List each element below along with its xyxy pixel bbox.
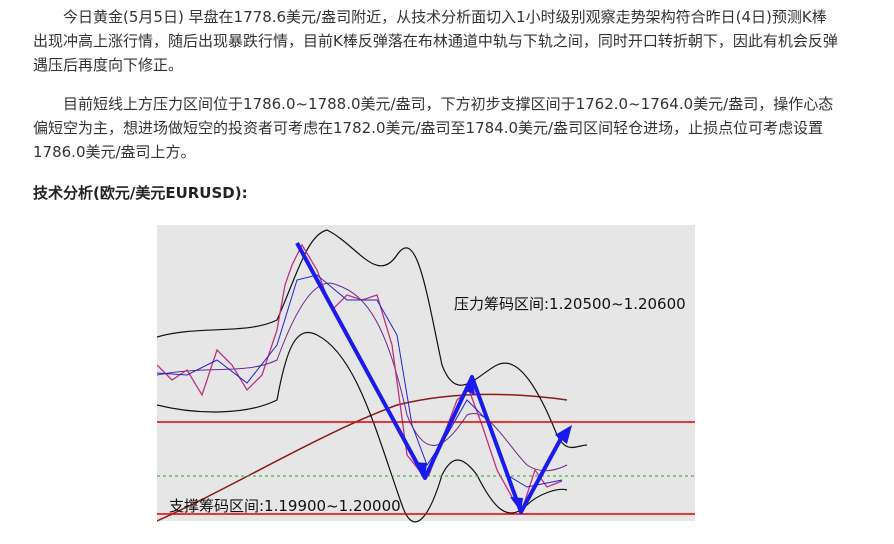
- paragraph: 今日黄金(5月5日) 早盘在1778.6美元/盎司附近，从技术分析面切入1小时级…: [33, 8, 838, 74]
- price-axis: [695, 225, 713, 533]
- arrowhead: [464, 377, 475, 395]
- section-heading: 技术分析(欧元/美元EURUSD):: [33, 184, 248, 202]
- resistance-annotation: 压力筹码区间:1.20500~1.20600: [454, 295, 686, 313]
- moving-average: [157, 393, 568, 522]
- time-axis: [157, 521, 713, 533]
- upper-band: [157, 229, 588, 449]
- arrowhead: [555, 425, 572, 444]
- lower-band: [157, 331, 568, 523]
- arrowhead: [414, 462, 427, 478]
- price-trace: [157, 243, 563, 512]
- paragraph: 目前短线上方压力区间位于1786.0~1788.0美元/盎司，下方初步支撑区间于…: [33, 95, 834, 161]
- support-annotation: 支撑筹码区间:1.19900~1.20000: [169, 497, 401, 515]
- chart-image: 压力筹码区间:1.20500~1.20600 支撑筹码区间:1.19900~1.…: [157, 225, 713, 533]
- arrowhead: [510, 497, 523, 512]
